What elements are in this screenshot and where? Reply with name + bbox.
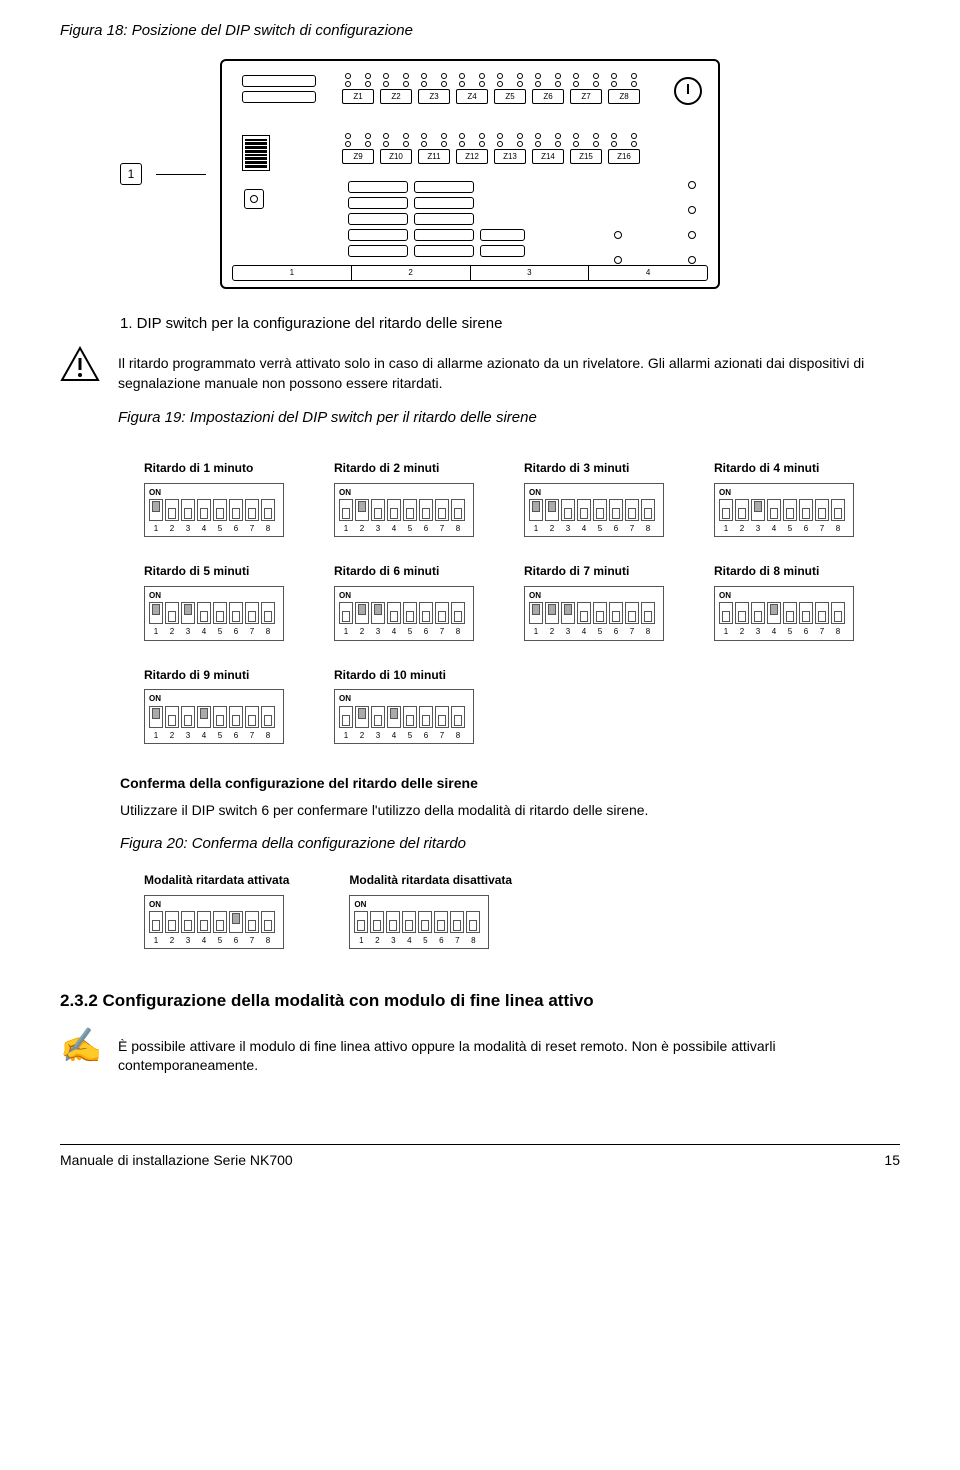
callout-line [156, 174, 206, 175]
page-footer: Manuale di installazione Serie NK700 15 [60, 1144, 900, 1171]
numbered-item-1: 1. DIP switch per la configurazione del … [120, 313, 900, 334]
callout-box: 1 [120, 163, 142, 185]
dip-cell: Ritardo di 8 minutiON12345678 [714, 563, 874, 640]
dip-cell: Ritardo di 2 minutiON12345678 [334, 460, 494, 537]
dip-cell: Ritardo di 6 minutiON12345678 [334, 563, 494, 640]
confirm-body: Utilizzare il DIP switch 6 per confermar… [120, 801, 900, 821]
figure18-title: Figura 18: Posizione del DIP switch di c… [60, 20, 900, 41]
dip-label: Ritardo di 3 minuti [524, 460, 684, 477]
pcb-board: Z1Z2Z3Z4Z5Z6Z7Z8 Z9Z10Z11Z12Z13Z14Z15Z16… [220, 59, 720, 289]
jumper-icon [244, 189, 264, 209]
dip-cell: Modalità ritardata disattivataON12345678 [349, 872, 512, 949]
dip-label: Ritardo di 6 minuti [334, 563, 494, 580]
dip-cell: Ritardo di 9 minutiON12345678 [144, 667, 304, 744]
dip-cell: Ritardo di 3 minutiON12345678 [524, 460, 684, 537]
dip-label: Ritardo di 10 minuti [334, 667, 494, 684]
footer-right: 15 [884, 1151, 900, 1171]
dip-label: Ritardo di 7 minuti [524, 563, 684, 580]
warning-text: Il ritardo programmato verrà attivato so… [118, 346, 900, 446]
dip-cell: Ritardo di 10 minutiON12345678 [334, 667, 494, 744]
power-icon [674, 77, 702, 105]
dip-row-fig20: Modalità ritardata attivataON12345678Mod… [144, 872, 900, 949]
note-icon: ✍ [60, 1029, 100, 1063]
dip-switch-location [242, 135, 270, 171]
footer-left: Manuale di installazione Serie NK700 [60, 1151, 293, 1171]
dip-cell: Ritardo di 4 minutiON12345678 [714, 460, 874, 537]
confirm-heading: Conferma della configurazione del ritard… [120, 774, 900, 794]
dip-cell: Modalità ritardata attivataON12345678 [144, 872, 289, 949]
note-text: È possibile attivare il modulo di fine l… [118, 1037, 900, 1076]
dip-grid-fig19: Ritardo di 1 minutoON12345678Ritardo di … [144, 460, 900, 744]
dip-label: Ritardo di 9 minuti [144, 667, 304, 684]
figure20-title: Figura 20: Conferma della configurazione… [120, 833, 900, 854]
dip-label: Ritardo di 4 minuti [714, 460, 874, 477]
zone-row-top: Z1Z2Z3Z4Z5Z6Z7Z8 [342, 73, 640, 104]
dip-cell: Ritardo di 1 minutoON12345678 [144, 460, 304, 537]
dip-cell: Ritardo di 7 minutiON12345678 [524, 563, 684, 640]
dip-label: Ritardo di 8 minuti [714, 563, 874, 580]
figure19-title: Figura 19: Impostazioni del DIP switch p… [118, 407, 900, 428]
bottom-rail: 1234 [232, 265, 708, 281]
dip-label: Ritardo di 1 minuto [144, 460, 304, 477]
dip-cell: Ritardo di 5 minutiON12345678 [144, 563, 304, 640]
zone-row-bottom: Z9Z10Z11Z12Z13Z14Z15Z16 [342, 133, 640, 164]
pcb-diagram: 1 Z1Z2Z3Z4Z5Z6Z7Z8 Z9Z10Z11Z12Z13Z14Z15Z… [120, 59, 900, 289]
dip-label: Modalità ritardata attivata [144, 872, 289, 889]
section-232-heading: 2.3.2 Configurazione della modalità con … [60, 989, 900, 1013]
dip-label: Modalità ritardata disattivata [349, 872, 512, 889]
dip-label: Ritardo di 5 minuti [144, 563, 304, 580]
warning-icon [60, 346, 100, 382]
dip-label: Ritardo di 2 minuti [334, 460, 494, 477]
